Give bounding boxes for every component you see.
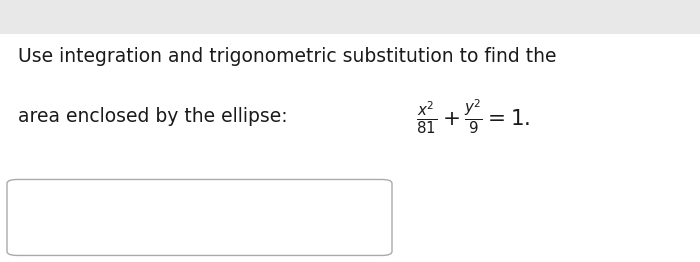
Text: area enclosed by the ellipse:: area enclosed by the ellipse: bbox=[18, 107, 287, 126]
FancyBboxPatch shape bbox=[7, 179, 392, 255]
Text: Use integration and trigonometric substitution to find the: Use integration and trigonometric substi… bbox=[18, 47, 556, 66]
FancyBboxPatch shape bbox=[0, 0, 700, 34]
Text: $\frac{x^2}{81} + \frac{y^2}{9} = 1.$: $\frac{x^2}{81} + \frac{y^2}{9} = 1.$ bbox=[416, 97, 531, 136]
